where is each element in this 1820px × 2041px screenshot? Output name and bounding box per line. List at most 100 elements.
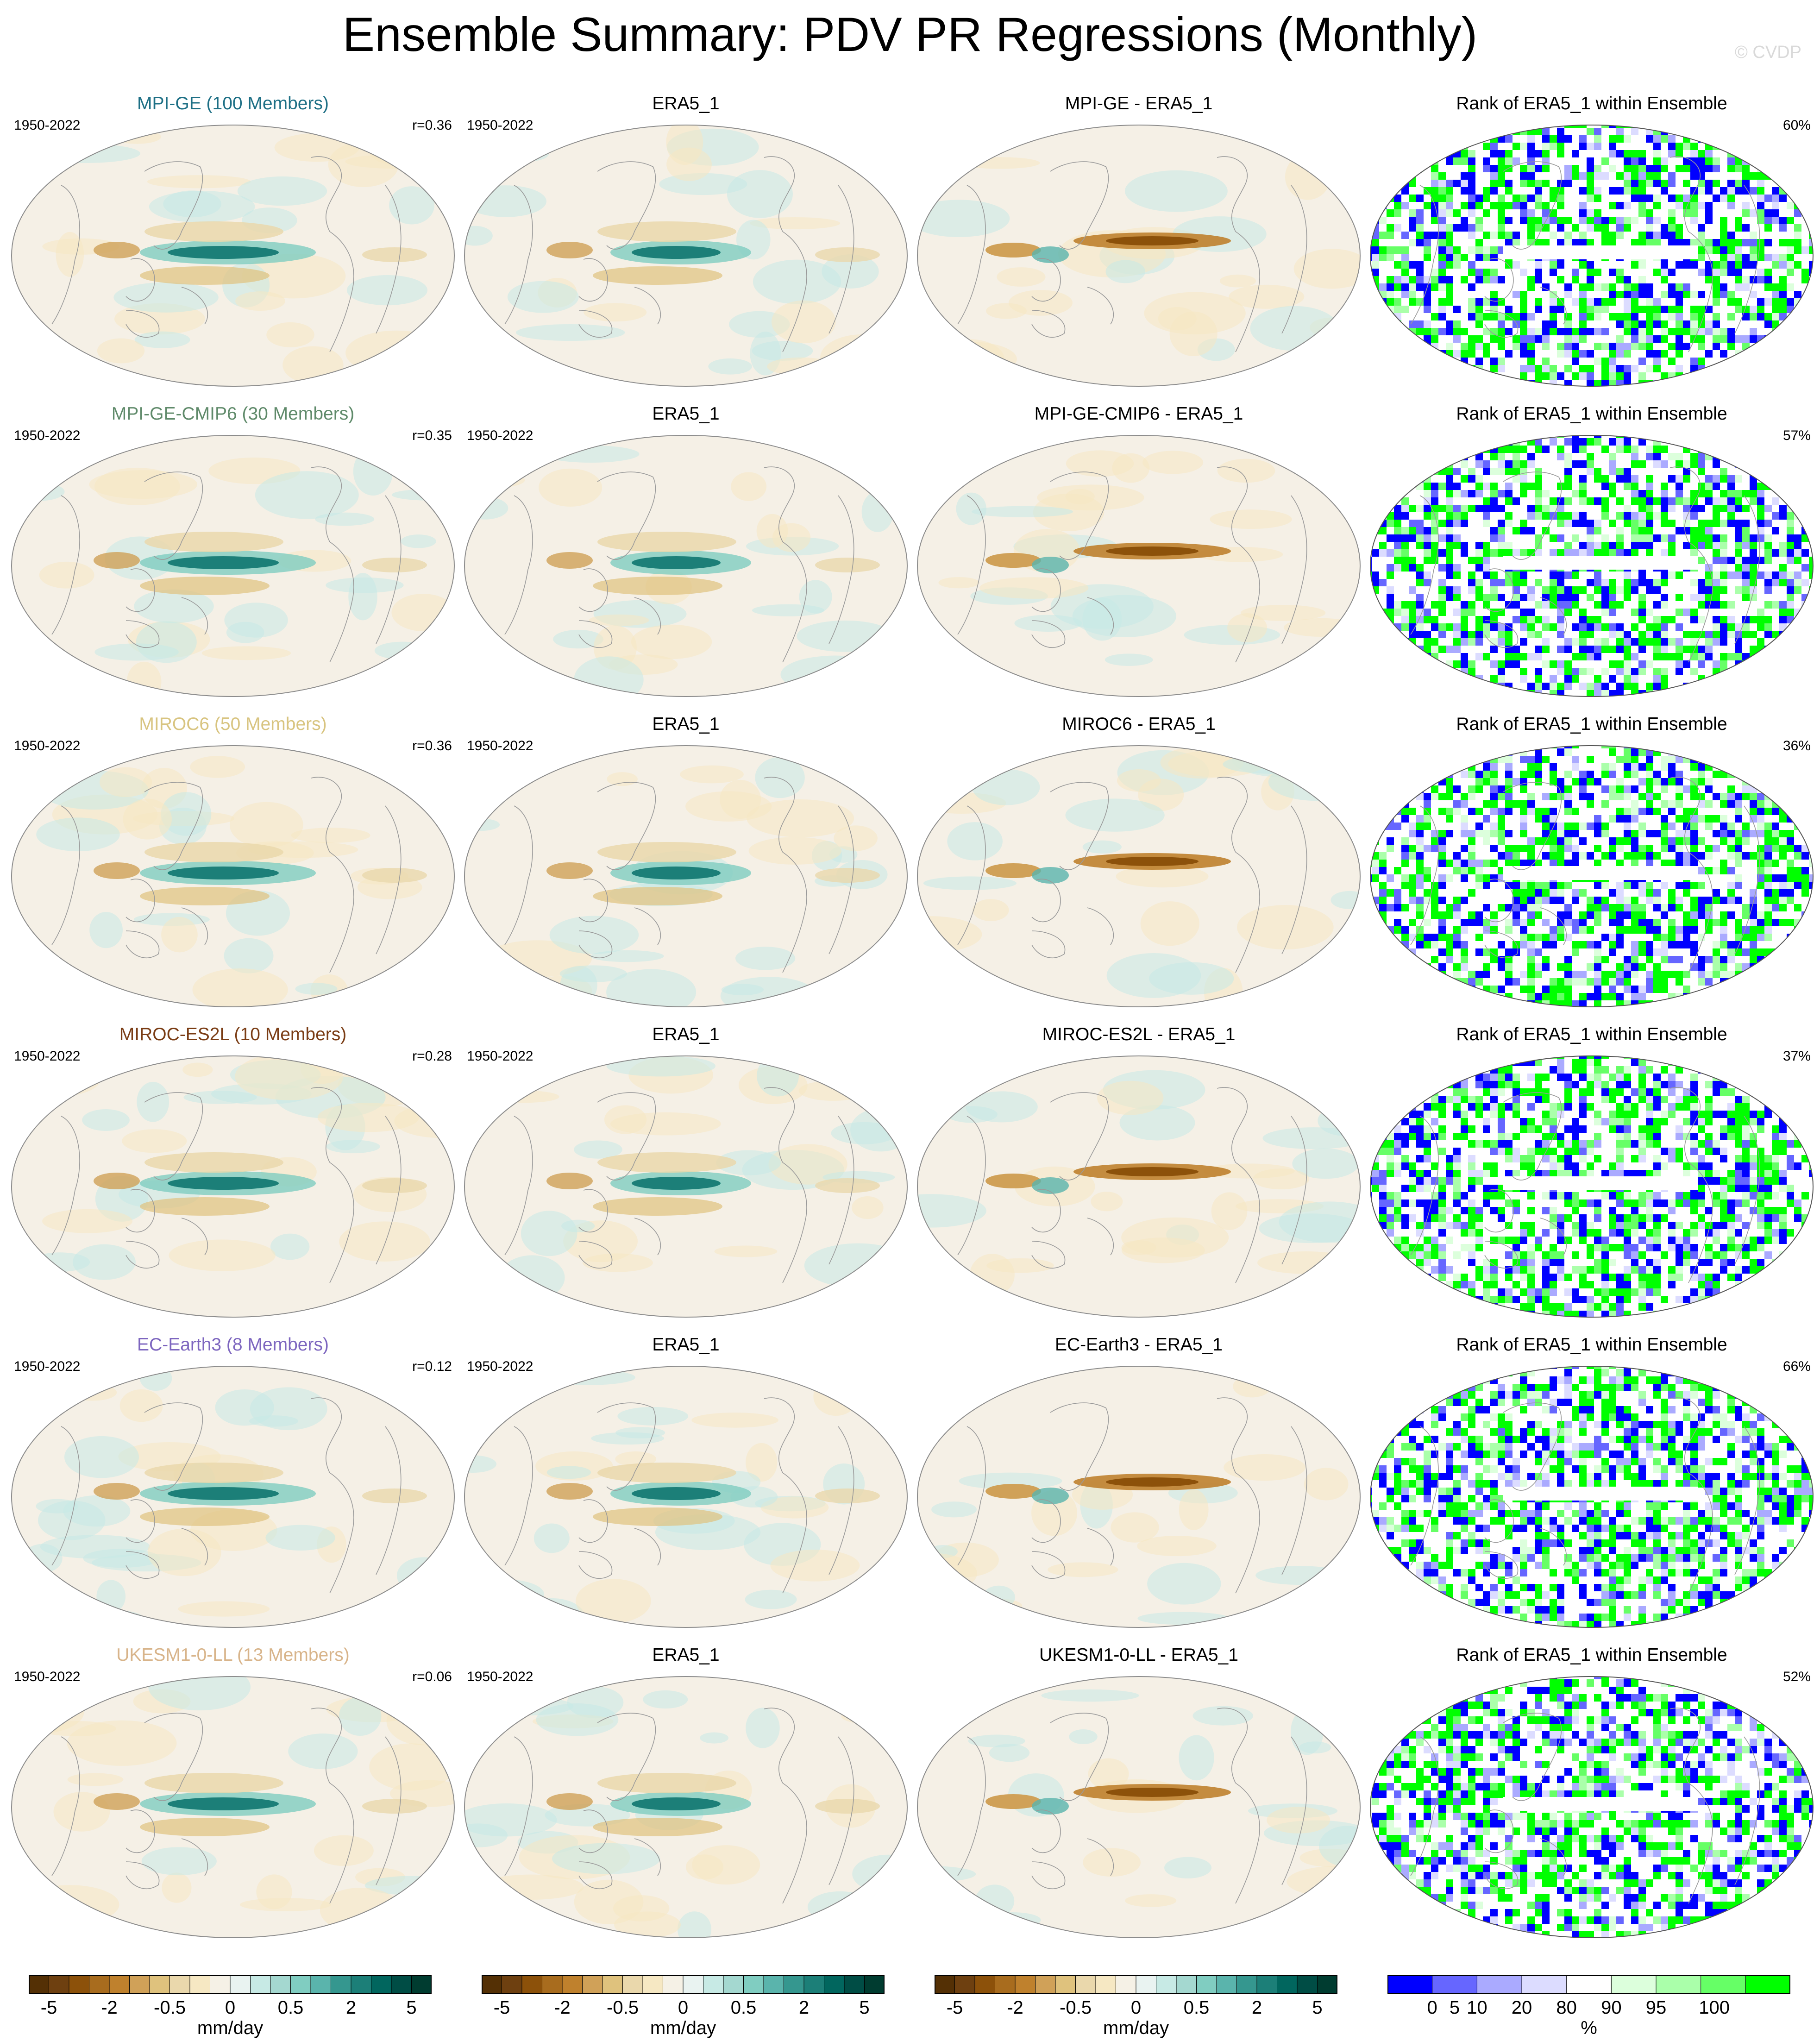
panel-obs-row-3: ERA5_1 1950-2022 (458, 713, 913, 1024)
colorbar-swatch (803, 1975, 825, 1994)
colorbar-swatch (331, 1975, 351, 1994)
cvdp-credit: © CVDP (1734, 43, 1801, 62)
colorbar-swatch (1432, 1975, 1478, 1994)
period-label: 1950-2022 (14, 428, 81, 443)
colorbar-swatch (723, 1975, 744, 1994)
panel-title: ERA5_1 (652, 1645, 720, 1665)
colorbar-tick-label: 0 (678, 1997, 689, 2018)
obs-map (464, 1676, 908, 1938)
panel-rank-row-6: Rank of ERA5_1 within Ensemble 52% (1364, 1644, 1819, 1955)
colorbar-swatch (824, 1975, 845, 1994)
obs-map (464, 745, 908, 1007)
colorbar-unit: mm/day (650, 2018, 716, 2038)
colorbar-swatch (703, 1975, 724, 1994)
panel-title: Rank of ERA5_1 within Ensemble (1456, 1335, 1727, 1355)
colorbar-swatch (149, 1975, 170, 1994)
panel-title: MPI-GE (100 Members) (137, 94, 329, 113)
panel-title: ERA5_1 (652, 404, 720, 424)
panel-model-row-5: EC-Earth3 (8 Members) 1950-2022 r=0.12 (6, 1334, 460, 1645)
colorbar-tick-label: 5 (859, 1997, 870, 2018)
panel-title: Rank of ERA5_1 within Ensemble (1456, 1645, 1727, 1665)
panel-title: UKESM1-0-LL (13 Members) (116, 1645, 350, 1665)
colorbar-tick-label: -2 (554, 1997, 571, 2018)
period-label: 1950-2022 (467, 1669, 533, 1684)
panel-rank-row-2: Rank of ERA5_1 within Ensemble 57% (1364, 403, 1819, 714)
colorbar-tick-label: -0.5 (154, 1997, 186, 2018)
colorbar-tick-label: 2 (798, 1997, 810, 2018)
colorbar-swatch (29, 1975, 50, 1994)
rank-map (1370, 1676, 1814, 1938)
colorbar-swatch (935, 1975, 955, 1994)
colorbar-tick-label: -5 (493, 1997, 510, 2018)
panel-title: Rank of ERA5_1 within Ensemble (1456, 94, 1727, 113)
rank-percent: 60% (1782, 118, 1811, 133)
panel-obs-row-6: ERA5_1 1950-2022 (458, 1644, 913, 1955)
colorbar-tick-label: 10 (1467, 1997, 1487, 2018)
diff-map (917, 125, 1361, 387)
period-label: 1950-2022 (14, 118, 81, 133)
colorbar-unit: % (1581, 2018, 1597, 2038)
colorbar-swatch (743, 1975, 764, 1994)
diff-map (917, 1366, 1361, 1628)
colorbar-tick-label: 0 (1130, 1997, 1142, 2018)
model-map (11, 1055, 455, 1318)
rank-percent: 52% (1782, 1669, 1811, 1684)
colorbar-swatch (1476, 1975, 1522, 1994)
obs-map (464, 125, 908, 387)
rank-map (1370, 125, 1814, 387)
colorbar-swatch (521, 1975, 543, 1994)
panel-title: Rank of ERA5_1 within Ensemble (1456, 714, 1727, 734)
colorbar-tick-label: -5 (946, 1997, 963, 2018)
panel-title: ERA5_1 (652, 94, 720, 113)
period-label: 1950-2022 (14, 738, 81, 754)
colorbar-swatch (250, 1975, 271, 1994)
panel-title: EC-Earth3 (8 Members) (137, 1335, 329, 1355)
colorbar-swatch (502, 1975, 522, 1994)
colorbar-swatch (270, 1975, 291, 1994)
colorbar-swatch (1611, 1975, 1657, 1994)
panel-title: MPI-GE - ERA5_1 (1065, 94, 1213, 113)
panel-title: MIROC6 - ERA5_1 (1062, 714, 1216, 734)
rank-map (1370, 1366, 1814, 1628)
pattern-correlation: r=0.36 (412, 118, 452, 133)
colorbar-swatch (784, 1975, 804, 1994)
panel-diff-row-4: MIROC-ES2L - ERA5_1 (911, 1024, 1366, 1335)
colorbar-swatch (582, 1975, 603, 1994)
colorbar-tick-label: -5 (40, 1997, 57, 2018)
colorbar-swatch (763, 1975, 784, 1994)
panel-diff-row-5: EC-Earth3 - ERA5_1 (911, 1334, 1366, 1645)
colorbar-tick-label: 5 (1312, 1997, 1323, 2018)
panel-obs-row-1: ERA5_1 1950-2022 (458, 93, 913, 404)
period-label: 1950-2022 (467, 118, 533, 133)
colorbar-swatch (1196, 1975, 1217, 1994)
colorbar-unit: mm/day (197, 2018, 264, 2038)
colorbar-swatch (1035, 1975, 1056, 1994)
colorbar-tick-label: 0 (225, 1997, 236, 2018)
colorbar-swatch (602, 1975, 623, 1994)
colorbar-swatch (169, 1975, 190, 1994)
colorbar-swatch (482, 1975, 502, 1994)
colorbar-swatch (995, 1975, 1016, 1994)
period-label: 1950-2022 (14, 1669, 81, 1684)
panel-model-row-3: MIROC6 (50 Members) 1950-2022 r=0.36 (6, 713, 460, 1024)
model-map (11, 745, 455, 1007)
colorbar-tick-label: -0.5 (607, 1997, 639, 2018)
rank-map (1370, 435, 1814, 697)
colorbar-swatch (542, 1975, 563, 1994)
colorbar-tick-label: -0.5 (1060, 1997, 1092, 2018)
rank-percent: 37% (1782, 1049, 1811, 1064)
colorbar-swatch (1317, 1975, 1337, 1994)
colorbar-swatch (1701, 1975, 1746, 1994)
colorbar-swatch (351, 1975, 372, 1994)
colorbar-tick-label: 20 (1511, 1997, 1532, 2018)
colorbar-tick-label: 5 (406, 1997, 417, 2018)
colorbar-swatch (129, 1975, 150, 1994)
panel-model-row-1: MPI-GE (100 Members) 1950-2022 r=0.36 (6, 93, 460, 404)
colorbar-swatch (1075, 1975, 1096, 1994)
colorbar-swatch (89, 1975, 110, 1994)
rank-percent: 66% (1782, 1359, 1811, 1374)
rank-percent: 57% (1782, 428, 1811, 443)
colorbar-swatch (1156, 1975, 1177, 1994)
model-map (11, 1676, 455, 1938)
panel-title: UKESM1-0-LL - ERA5_1 (1039, 1645, 1238, 1665)
